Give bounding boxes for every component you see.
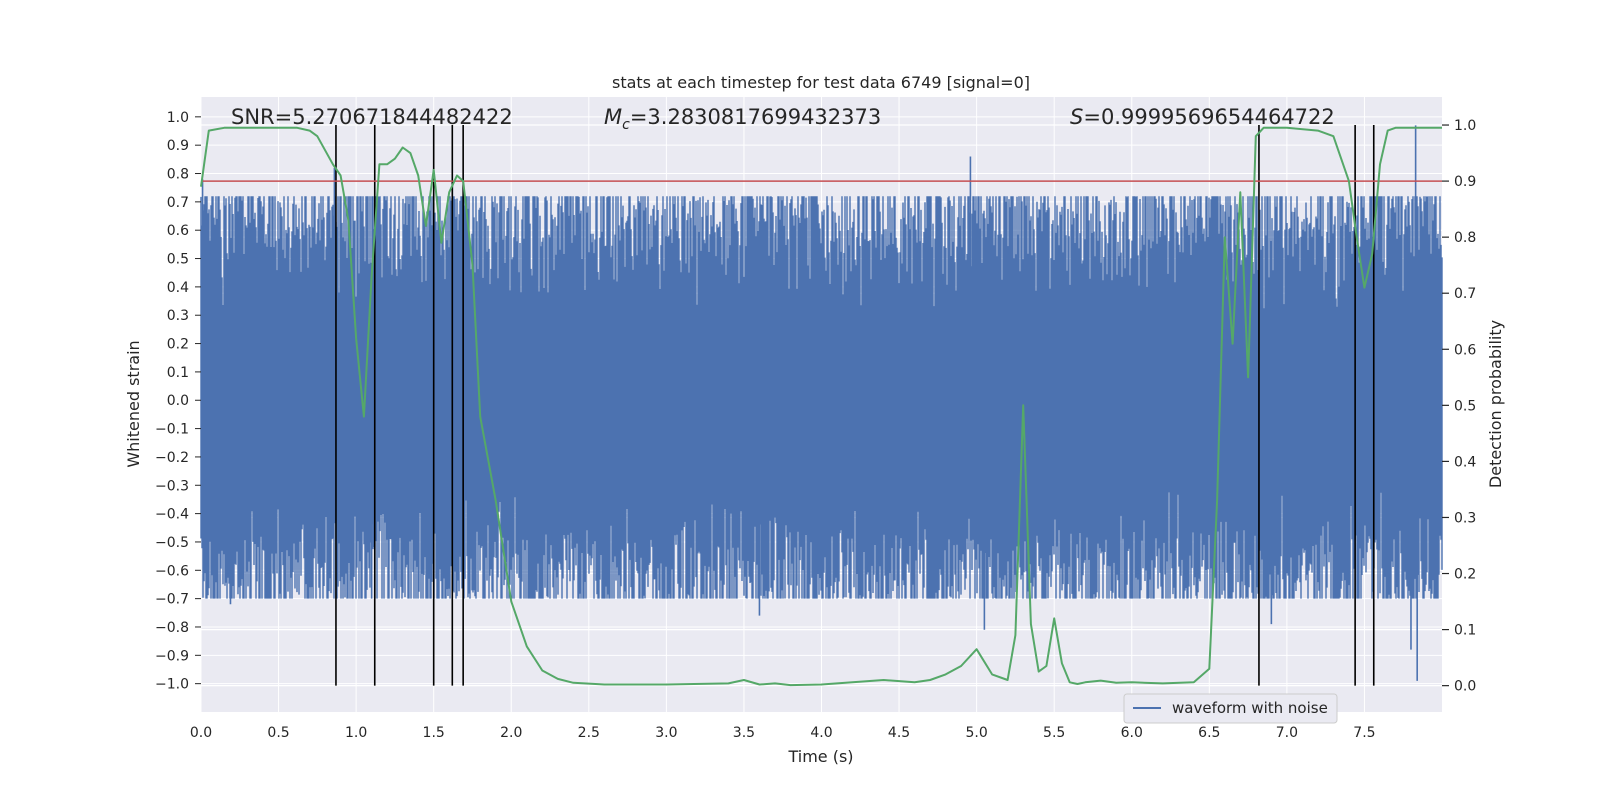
- x-axis-ticks: 0.0 0.5 1.0 1.5 2.0 2.5 3.0 3.5 4.0 4.5 5.0 5.5 6.0 6…: [190, 725, 1376, 741]
- y2-tick-label: 1.0: [1454, 118, 1476, 134]
- x-tick-label: 3.0: [655, 725, 677, 741]
- y2-tick-label: 0.1: [1454, 623, 1476, 639]
- x-tick-label: 7.5: [1353, 725, 1375, 741]
- legend-box: [1123, 693, 1338, 724]
- y-tick-label: −0.9: [155, 648, 189, 664]
- y-tick-label: −0.4: [155, 507, 189, 523]
- y-tick-label: −0.5: [155, 535, 189, 551]
- x-axis-label: Time (s): [787, 747, 853, 766]
- waveform-noise-trace: [200, 196, 1443, 599]
- score-annotation: S=0.9999569654464722: [1070, 105, 1335, 129]
- x-tick-label: 3.5: [733, 725, 755, 741]
- y2-tick-label: 0.9: [1454, 174, 1476, 190]
- x-tick-label: 0.0: [190, 725, 212, 741]
- x-tick-label: 2.0: [500, 725, 522, 741]
- x-tick-label: 6.0: [1121, 725, 1143, 741]
- y2-tick-label: 0.0: [1454, 679, 1476, 695]
- y-tick-label: 1.0: [167, 110, 189, 126]
- y-tick-label: 0.1: [167, 365, 189, 381]
- chart-title: stats at each timestep for test data 674…: [612, 73, 1030, 92]
- chirp-mass-annotation: Mc=3.2830817699432373: [604, 105, 881, 133]
- chirp-mass-subscript: c: [622, 117, 630, 133]
- x-tick-label: 1.0: [345, 725, 367, 741]
- y-tick-label: 0.4: [167, 280, 189, 296]
- probability-line: [200, 126, 1442, 687]
- y-tick-label: −0.2: [155, 450, 189, 466]
- y-tick-label: −0.1: [155, 422, 189, 438]
- y-axis-label: Whitened strain: [124, 340, 143, 467]
- x-tick-label: 5.5: [1043, 725, 1065, 741]
- waveform-series: [200, 125, 1443, 681]
- y-tick-label: −0.3: [155, 478, 189, 494]
- x-tick-label: 6.5: [1198, 725, 1220, 741]
- y-tick-label: −1.0: [155, 677, 189, 693]
- y-tick-label: 0.3: [167, 308, 189, 324]
- y2-tick-label: 0.2: [1454, 567, 1476, 583]
- y-tick-label: 0.9: [167, 138, 189, 154]
- x-tick-label: 5.0: [965, 725, 987, 741]
- y-tick-label: 0.6: [167, 223, 189, 239]
- x-tick-label: 2.5: [578, 725, 600, 741]
- y-tick-label: 0.5: [167, 252, 189, 268]
- vertical-markers: [335, 125, 1375, 686]
- y2-axis-label: Detection probability: [1486, 320, 1505, 488]
- y-tick-label: −0.6: [155, 563, 189, 579]
- y2-tick-label: 0.5: [1454, 398, 1476, 414]
- y-tick-label: −0.7: [155, 592, 189, 608]
- x-tick-label: 7.0: [1276, 725, 1298, 741]
- chirp-mass-symbol: M: [604, 105, 622, 129]
- score-symbol: S: [1070, 105, 1083, 129]
- x-tick-label: 1.5: [423, 725, 445, 741]
- y2-tick-label: 0.4: [1454, 454, 1476, 470]
- legend-label: waveform with noise: [1172, 699, 1328, 717]
- y2-tick-label: 0.3: [1454, 510, 1476, 526]
- y-tick-label: −0.8: [155, 620, 189, 636]
- y2-axis-ticks: 1.0 0.9 0.8 0.7 0.6 0.5 0.4 0.3 0.2 0.1 0.0: [1442, 118, 1476, 695]
- y2-tick-label: 0.6: [1454, 342, 1476, 358]
- score-value: =0.9999569654464722: [1083, 105, 1334, 129]
- y2-tick-label: 0.7: [1454, 286, 1476, 302]
- legend: waveform with noise: [1123, 693, 1338, 724]
- y-axis-ticks: 1.0 0.9 0.8 0.7 0.6 0.5 0.4 0.3 0.2 0.1 0.0 −0.1 −0.…: [155, 110, 201, 693]
- y-tick-label: 0.0: [167, 393, 189, 409]
- snr-annotation: SNR=5.270671844482422: [231, 105, 513, 129]
- x-tick-label: 0.5: [267, 725, 289, 741]
- y-tick-label: 0.2: [167, 337, 189, 353]
- y2-tick-label: 0.8: [1454, 230, 1476, 246]
- x-tick-label: 4.5: [888, 725, 910, 741]
- chirp-mass-value: =3.2830817699432373: [630, 105, 881, 129]
- y-tick-label: 0.7: [167, 195, 189, 211]
- x-tick-label: 4.0: [810, 725, 832, 741]
- y-tick-label: 0.8: [167, 167, 189, 183]
- probability-series: [200, 126, 1442, 687]
